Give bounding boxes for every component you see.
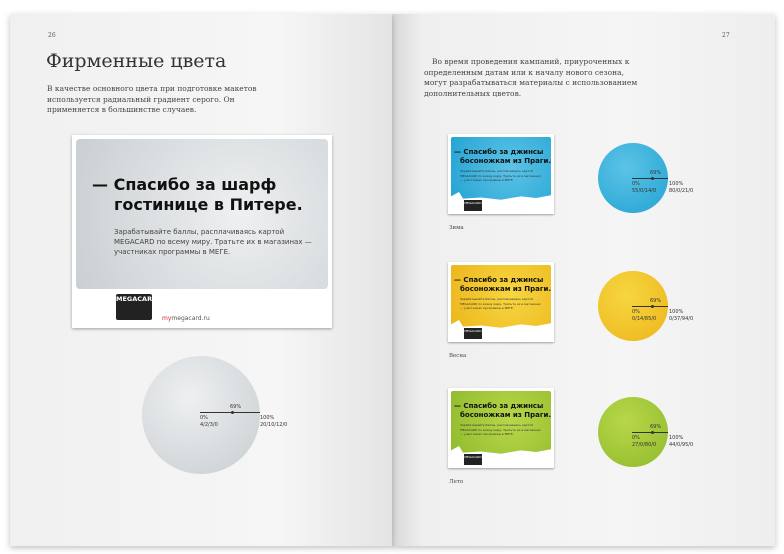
end-cmyk: 44/0/95/0: [669, 442, 694, 448]
scale-midpoint: [651, 430, 654, 434]
scale-midpoint: [231, 410, 234, 414]
megacard-logo: MEGACARD: [464, 454, 482, 465]
poster-headline: — Спасибо за джинсы босоножкам из Праги.: [454, 276, 551, 294]
season-label: Весна: [449, 353, 467, 359]
scale-line: [632, 432, 668, 433]
season-poster: — Спасибо за джинсы босоножкам из Праги. …: [448, 134, 554, 214]
right-paragraph: Во время проведения кампаний, приуроченн…: [424, 57, 638, 98]
start-cmyk: 55/0/14/0: [632, 188, 657, 194]
poster-headline: — Спасибо за джинсы босоножкам из Праги.: [454, 148, 551, 166]
poster-subtext: Зарабатывайте баллы, расплачиваясь карто…: [460, 423, 541, 436]
start-cmyk: 27/0/80/0: [632, 442, 657, 448]
headline-line-1: — Спасибо за джинсы: [454, 276, 544, 284]
poster-gray: — Спасибо за шарф гостинице в Питере. За…: [72, 135, 332, 328]
headline-line-2: босоножкам из Праги.: [460, 411, 552, 419]
start-label: 0%: [632, 181, 640, 187]
end-cmyk: 0/37/94/0: [669, 316, 694, 322]
scale-line: [632, 306, 668, 307]
scale-line: [632, 178, 668, 179]
season-poster: — Спасибо за джинсы босоножкам из Праги. …: [448, 262, 554, 342]
url-rest: megacard.ru: [171, 315, 210, 322]
end-cmyk: 20/10/12/0: [260, 422, 288, 428]
poster-background: [451, 391, 551, 457]
page-number: 26: [48, 32, 56, 39]
start-label: 0%: [632, 435, 640, 441]
mid-label: 69%: [650, 424, 662, 430]
start-label: 0%: [632, 309, 640, 315]
start-cmyk: 0/14/85/0: [632, 316, 657, 322]
mid-label: 69%: [230, 404, 242, 410]
poster-headline: — Спасибо за джинсы босоножкам из Праги.: [454, 402, 551, 420]
end-cmyk: 80/0/21/0: [669, 188, 694, 194]
poster-url: mymegacard.ru: [162, 315, 210, 322]
end-label: 100%: [669, 435, 684, 441]
headline-line-1: — Спасибо за шарф: [92, 175, 277, 194]
poster-background: [76, 139, 328, 289]
poster-subtext: Зарабатывайте баллы, расплачиваясь карто…: [460, 169, 541, 182]
headline-line-1: — Спасибо за джинсы: [454, 402, 544, 410]
season-label: Зима: [449, 225, 464, 231]
headline-line-2: босоножкам из Праги.: [460, 285, 552, 293]
headline-line-1: — Спасибо за джинсы: [454, 148, 544, 156]
megacard-logo: MEGACARD: [464, 328, 482, 339]
page-title: Фирменные цвета: [46, 50, 227, 72]
end-label: 100%: [260, 415, 275, 421]
scale-line: [200, 412, 260, 413]
mid-label: 69%: [650, 170, 662, 176]
megacard-logo: MEGACARD: [116, 294, 157, 320]
gray-gradient-swatch: [142, 356, 260, 474]
end-label: 100%: [669, 181, 684, 187]
season-label: Лето: [449, 479, 464, 485]
poster-headline: — Спасибо за шарф гостинице в Питере.: [92, 175, 303, 215]
url-accent: my: [162, 315, 172, 322]
poster-background: [451, 137, 551, 203]
headline-line-2: босоножкам из Праги.: [460, 157, 552, 165]
intro-paragraph: В качестве основного цвета при подготовк…: [47, 84, 257, 114]
mid-label: 69%: [650, 298, 662, 304]
poster-subtext: Зарабатывайте баллы, расплачиваясь карто…: [460, 297, 541, 310]
poster-background: [451, 265, 551, 331]
headline-line-2: гостинице в Питере.: [114, 195, 303, 214]
megacard-logo: MEGACARD: [464, 200, 482, 211]
start-cmyk: 4/2/3/0: [200, 422, 218, 428]
poster-subtext: Зарабатывайте баллы, расплачиваясь карто…: [114, 228, 312, 256]
start-label: 0%: [200, 415, 208, 421]
page-number-right: 27: [722, 32, 730, 39]
season-poster: — Спасибо за джинсы босоножкам из Праги. …: [448, 388, 554, 468]
end-label: 100%: [669, 309, 684, 315]
scale-midpoint: [651, 304, 654, 308]
scale-midpoint: [651, 176, 654, 180]
